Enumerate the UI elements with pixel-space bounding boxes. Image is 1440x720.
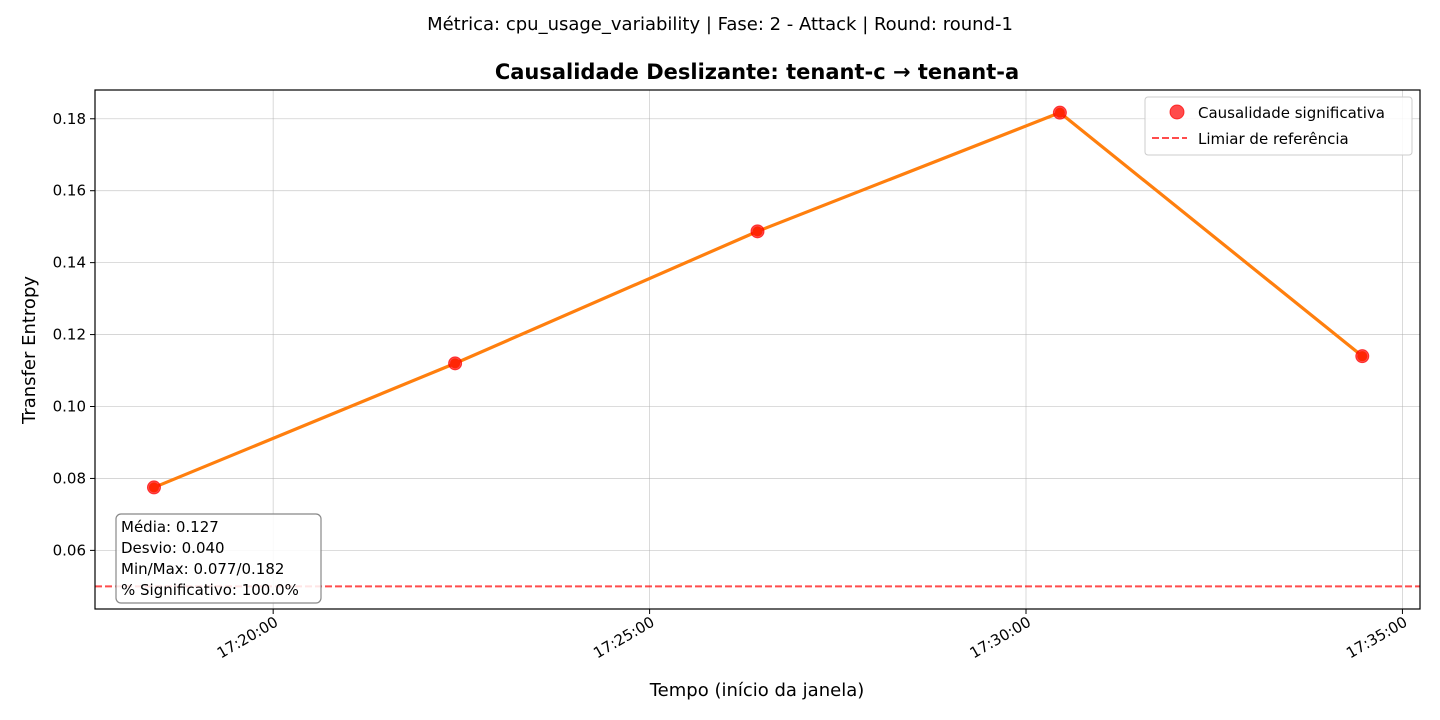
stats-mean: Média: 0.127 xyxy=(121,518,219,536)
legend-marker-significant xyxy=(1169,104,1185,120)
legend-label-significant: Causalidade significativa xyxy=(1198,104,1385,122)
y-tick-label: 0.12 xyxy=(53,326,86,344)
x-tick-label: 17:25:00 xyxy=(590,613,657,662)
stats-box: Média: 0.127 Desvio: 0.040 Min/Max: 0.07… xyxy=(115,513,322,604)
y-tick-label: 0.16 xyxy=(53,182,86,200)
significant-point xyxy=(1355,349,1370,364)
grid xyxy=(95,90,1420,609)
y-tick-label: 0.08 xyxy=(53,469,86,487)
x-tick-label: 17:35:00 xyxy=(1343,613,1410,662)
y-axis-ticks: 0.06 0.08 0.10 0.12 0.14 0.16 0.18 xyxy=(53,110,95,559)
plot-frame xyxy=(94,89,1421,610)
x-axis-label: Tempo (início da janela) xyxy=(649,680,865,701)
chart-title: Causalidade Deslizante: tenant-c → tenan… xyxy=(495,60,1019,84)
series-line-0 xyxy=(152,111,1364,490)
stats-minmax: Min/Max: 0.077/0.182 xyxy=(121,560,284,578)
significant-point xyxy=(1052,105,1067,120)
legend-label-reference: Limiar de referência xyxy=(1198,130,1349,148)
chart-suptitle: Métrica: cpu_usage_variability | Fase: 2… xyxy=(427,14,1013,35)
significant-point xyxy=(146,480,161,495)
stats-std: Desvio: 0.040 xyxy=(121,539,225,557)
legend: Causalidade significativa Limiar de refe… xyxy=(1144,96,1413,156)
significant-point xyxy=(448,356,463,371)
x-tick-label: 17:20:00 xyxy=(214,613,281,662)
x-tick-label: 17:30:00 xyxy=(967,613,1034,662)
series-layer xyxy=(148,107,1368,493)
y-tick-label: 0.10 xyxy=(53,398,86,416)
stats-significant-pct: % Significativo: 100.0% xyxy=(121,581,299,599)
legend-frame xyxy=(1144,96,1413,156)
y-axis-label: Transfer Entropy xyxy=(19,276,40,425)
points-layer xyxy=(146,105,1370,495)
y-tick-label: 0.18 xyxy=(53,110,86,128)
y-tick-label: 0.14 xyxy=(53,254,86,272)
significant-point xyxy=(750,224,765,239)
x-axis-ticks: 17:20:00 17:25:00 17:30:00 17:35:00 xyxy=(214,609,1410,662)
stats-box-frame xyxy=(115,513,322,604)
y-tick-label: 0.06 xyxy=(53,541,86,559)
